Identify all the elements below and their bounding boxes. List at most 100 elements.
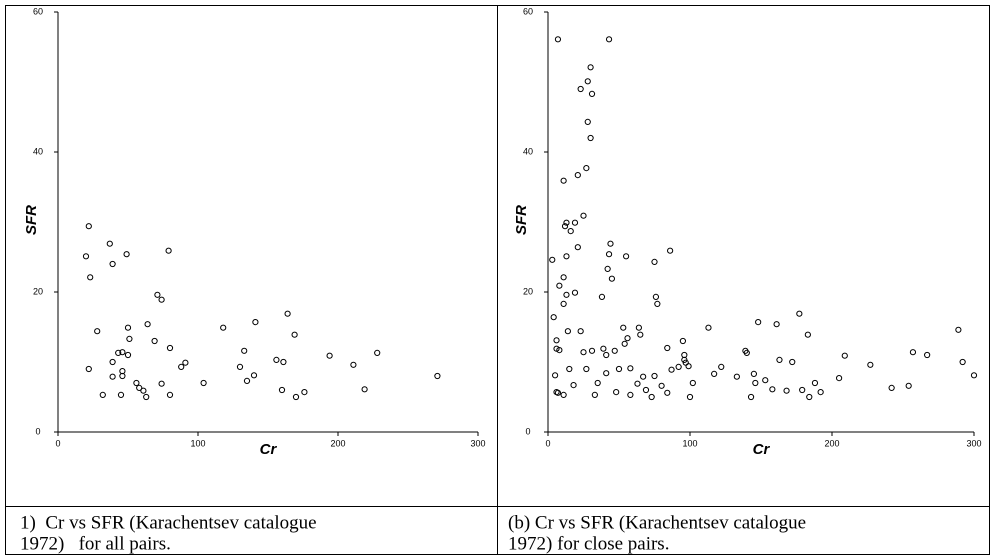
point: [563, 291, 570, 298]
point: [924, 351, 931, 359]
y-tick-label: 40: [33, 146, 43, 156]
point: [679, 337, 687, 345]
x-tick-label: 0: [55, 438, 60, 448]
point: [905, 382, 912, 389]
point: [623, 253, 630, 260]
point: [154, 291, 161, 298]
point: [587, 64, 594, 71]
point: [109, 260, 116, 268]
y-tick-label: 0: [525, 426, 530, 436]
point: [627, 391, 634, 398]
point: [634, 380, 641, 387]
point: [769, 386, 776, 393]
point: [434, 372, 441, 380]
point: [278, 386, 286, 394]
point: [789, 358, 796, 366]
point: [654, 300, 661, 307]
point: [374, 349, 381, 356]
point: [243, 377, 251, 384]
point: [564, 328, 571, 335]
point: [603, 351, 610, 359]
point: [361, 386, 368, 393]
point: [82, 253, 90, 260]
point: [280, 358, 287, 366]
point: [733, 373, 740, 380]
point: [836, 375, 843, 382]
point: [158, 296, 165, 303]
point: [624, 335, 631, 342]
point: [796, 310, 803, 317]
point: [133, 379, 140, 387]
point: [236, 363, 244, 370]
point: [106, 240, 113, 247]
point: [560, 274, 567, 281]
point: [144, 321, 151, 328]
point: [584, 78, 591, 85]
point: [553, 337, 560, 344]
point: [743, 349, 750, 356]
point: [600, 345, 607, 352]
point: [567, 228, 574, 235]
point: [651, 372, 658, 380]
point: [85, 365, 92, 373]
point: [580, 349, 587, 356]
point: [970, 372, 978, 379]
point: [117, 391, 125, 398]
point: [640, 373, 647, 380]
point: [591, 391, 598, 398]
point: [755, 319, 762, 326]
point: [637, 331, 644, 338]
point: [651, 258, 658, 265]
x-tick-label: 0: [545, 438, 550, 448]
y-tick-label: 0: [35, 426, 40, 436]
caption: 1972) for all pairs.: [20, 533, 171, 554]
point: [292, 393, 300, 401]
point: [607, 240, 614, 247]
point: [583, 365, 590, 373]
point: [554, 389, 562, 396]
point: [166, 391, 174, 398]
point: [750, 370, 758, 377]
x-tick-label: 300: [470, 438, 485, 448]
point: [291, 331, 298, 338]
point: [166, 344, 174, 352]
point: [574, 244, 581, 251]
point: [580, 212, 587, 219]
point: [301, 389, 308, 396]
point: [686, 393, 694, 401]
y-axis-label: SFR: [513, 205, 530, 235]
point: [119, 349, 126, 356]
point: [552, 372, 559, 379]
y-tick-label: 40: [523, 146, 533, 156]
point: [151, 337, 158, 345]
point: [621, 340, 628, 347]
point: [87, 274, 94, 281]
caption: 1) Cr vs SFR (Karachentsev catalogue: [20, 512, 317, 533]
point: [667, 247, 674, 254]
x-tick-label: 300: [966, 438, 981, 448]
x-tick-label: 200: [824, 438, 839, 448]
point: [811, 379, 819, 387]
point: [115, 349, 122, 356]
point: [652, 293, 660, 300]
point: [762, 377, 769, 384]
y-axis-label: SFR: [23, 205, 40, 235]
point: [577, 328, 584, 335]
point: [773, 321, 780, 328]
point: [109, 358, 116, 366]
point: [182, 359, 189, 366]
point: [561, 223, 569, 230]
point: [642, 386, 650, 394]
point: [675, 363, 682, 370]
point: [284, 310, 291, 317]
point: [598, 293, 606, 300]
x-tick-label: 200: [330, 438, 345, 448]
point: [603, 370, 610, 377]
point: [178, 363, 185, 370]
point: [635, 324, 642, 331]
point: [605, 251, 613, 258]
point: [571, 289, 579, 296]
point: [620, 324, 627, 331]
point: [658, 382, 665, 389]
point: [588, 347, 596, 354]
